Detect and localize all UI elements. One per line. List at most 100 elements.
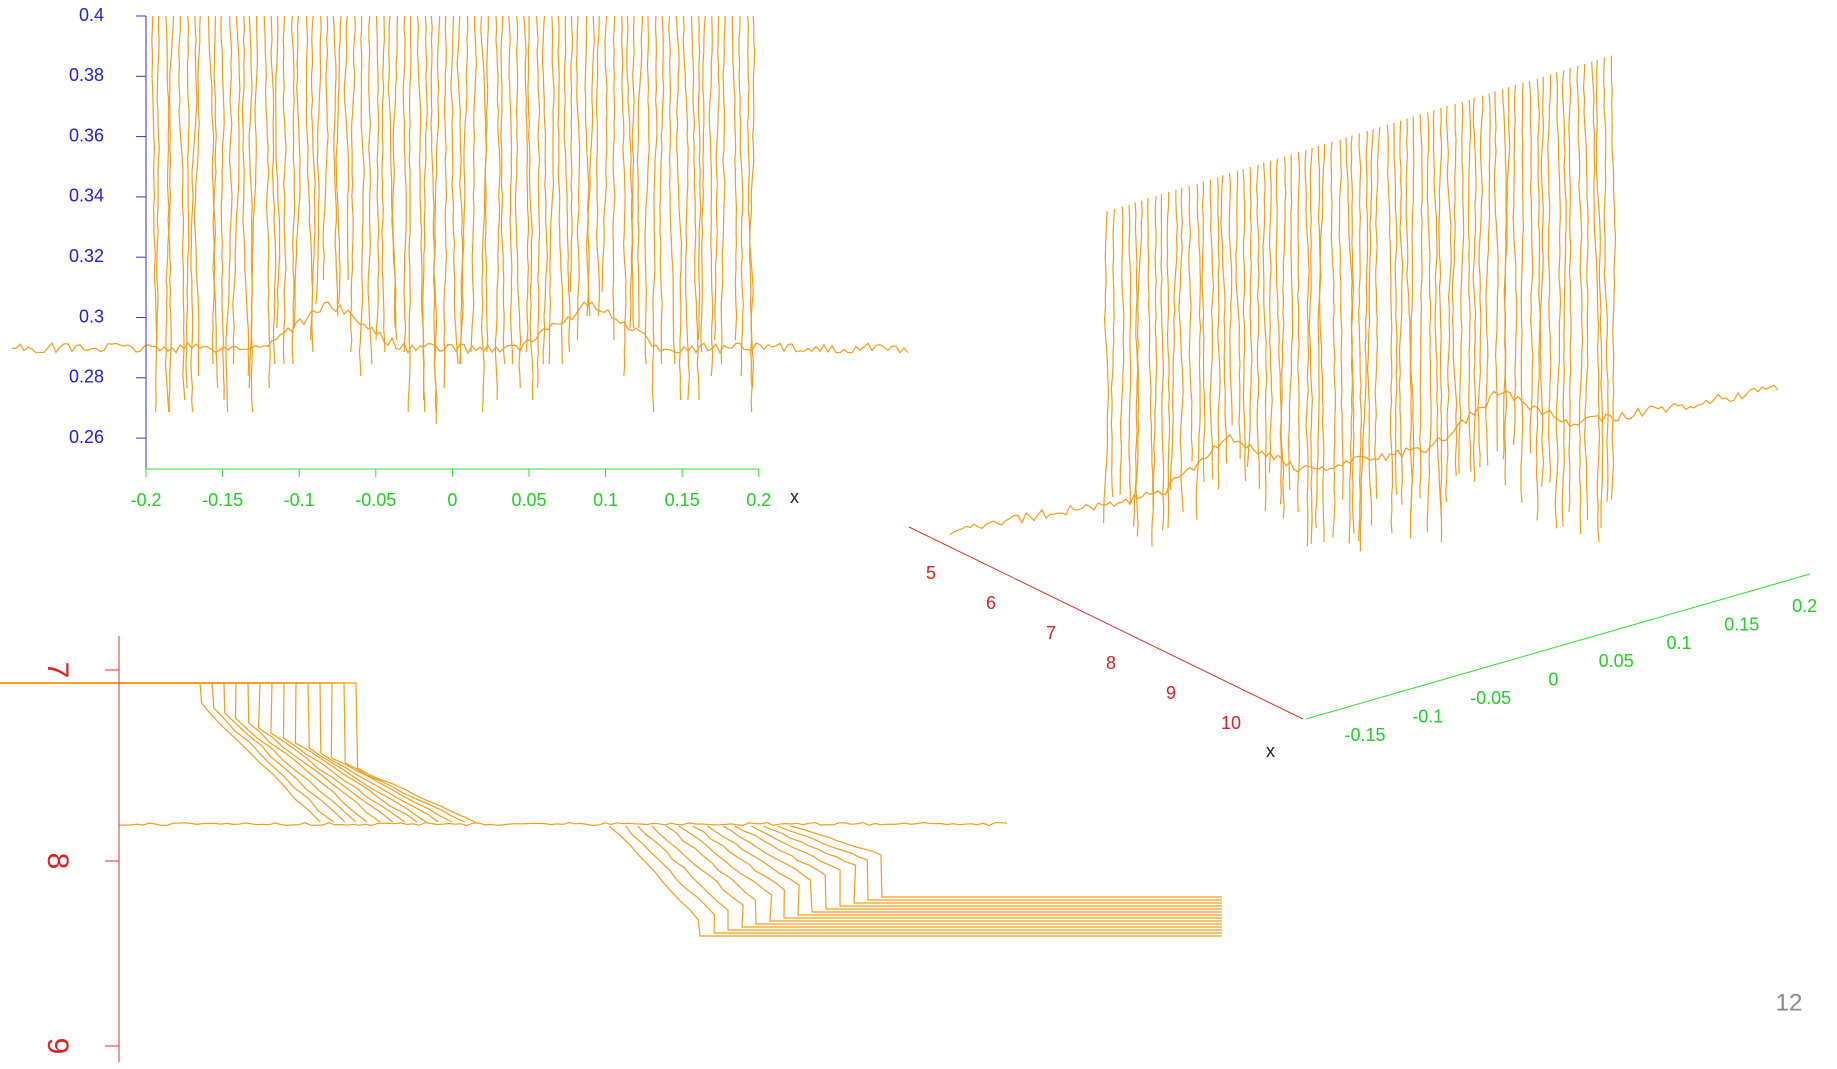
y-axis-3d xyxy=(1305,573,1811,720)
z-tick-label: 7 xyxy=(41,662,74,679)
trace xyxy=(1160,194,1165,531)
trace xyxy=(1419,114,1423,499)
trace xyxy=(1178,187,1184,512)
x-tick-label: 7 xyxy=(1046,623,1056,643)
y-tick-label: 0.15 xyxy=(1724,614,1759,634)
trace xyxy=(1330,141,1337,538)
trace xyxy=(731,15,738,341)
trace xyxy=(690,15,700,401)
trace xyxy=(358,15,365,377)
trace xyxy=(762,825,1222,904)
x-axis-3d xyxy=(908,526,1304,720)
x-tick-label: 10 xyxy=(1221,713,1241,733)
trace xyxy=(190,15,198,413)
trace xyxy=(459,15,469,365)
trace xyxy=(155,15,160,413)
trace xyxy=(651,825,1222,928)
trace xyxy=(1209,179,1215,480)
y-tick-label: 0.05 xyxy=(1599,651,1634,671)
trace xyxy=(220,15,225,401)
trace xyxy=(211,15,217,365)
trace xyxy=(178,16,186,401)
trace xyxy=(1501,89,1508,486)
trace xyxy=(636,15,644,329)
trace xyxy=(1576,66,1584,535)
trace xyxy=(1528,80,1534,453)
x-tick-label: -0.2 xyxy=(130,490,161,510)
trace xyxy=(1603,57,1609,502)
trace xyxy=(665,825,1222,925)
x-tick-label: 0.2 xyxy=(746,490,771,510)
trace xyxy=(1235,171,1241,460)
trace xyxy=(1493,91,1499,452)
y-tick-label: 0.4 xyxy=(79,5,104,25)
x-tick-label: 5 xyxy=(926,563,936,583)
trace xyxy=(1398,120,1404,505)
trace xyxy=(1554,72,1562,529)
trace xyxy=(470,15,478,353)
trace xyxy=(0,682,418,823)
trace xyxy=(350,15,357,353)
trace xyxy=(1135,200,1143,537)
x-tick-label: 0.15 xyxy=(665,490,700,510)
trace xyxy=(275,15,281,329)
trace xyxy=(1275,158,1285,519)
trace xyxy=(1359,131,1369,552)
trace xyxy=(713,15,720,341)
trace xyxy=(1268,160,1273,473)
trace xyxy=(626,15,633,329)
trace xyxy=(407,15,412,413)
x-tick-label: 9 xyxy=(1166,683,1176,703)
trace xyxy=(1366,129,1374,526)
trace xyxy=(746,15,755,389)
trace xyxy=(585,15,595,317)
trace xyxy=(707,825,1222,916)
trace xyxy=(1348,135,1355,544)
trace xyxy=(193,15,201,376)
trace xyxy=(1314,143,1326,528)
y-tick-label: 0.32 xyxy=(69,246,104,266)
trace xyxy=(0,682,321,823)
trace xyxy=(1502,87,1511,460)
trace xyxy=(430,15,437,413)
x-tick-label: -0.05 xyxy=(355,490,396,510)
trace xyxy=(241,15,250,377)
trace xyxy=(625,825,1222,934)
trace xyxy=(1485,93,1491,466)
trace xyxy=(1445,105,1452,503)
trace xyxy=(0,682,381,823)
trace xyxy=(1582,63,1589,520)
trace xyxy=(232,15,241,365)
trace xyxy=(790,825,1222,898)
trace xyxy=(659,15,665,365)
trace xyxy=(1512,84,1518,446)
trace xyxy=(1547,74,1552,483)
trace xyxy=(536,15,541,389)
x-tick-label: -0.15 xyxy=(202,490,243,510)
trace xyxy=(508,15,513,364)
x-tick-label: 8 xyxy=(1106,653,1116,673)
trace xyxy=(523,15,530,353)
y-tick-label: 0.1 xyxy=(1666,633,1691,653)
trace xyxy=(168,15,175,413)
trace xyxy=(1451,103,1458,476)
trace xyxy=(0,682,334,823)
trace xyxy=(402,15,407,353)
trace xyxy=(1246,166,1253,467)
trace xyxy=(263,15,271,389)
trace xyxy=(1201,181,1206,482)
trace xyxy=(708,15,714,377)
y-tick-label: -0.1 xyxy=(1412,706,1443,726)
trace xyxy=(678,825,1222,922)
trace xyxy=(225,15,233,413)
trace xyxy=(527,15,534,401)
trace xyxy=(185,15,190,389)
trace xyxy=(1195,183,1202,520)
trace xyxy=(700,15,706,353)
y-tick-label: 0 xyxy=(1548,670,1558,690)
y-tick-label: 0.26 xyxy=(69,427,104,447)
trace xyxy=(381,15,386,353)
trace xyxy=(118,821,1008,827)
trace xyxy=(0,682,439,823)
